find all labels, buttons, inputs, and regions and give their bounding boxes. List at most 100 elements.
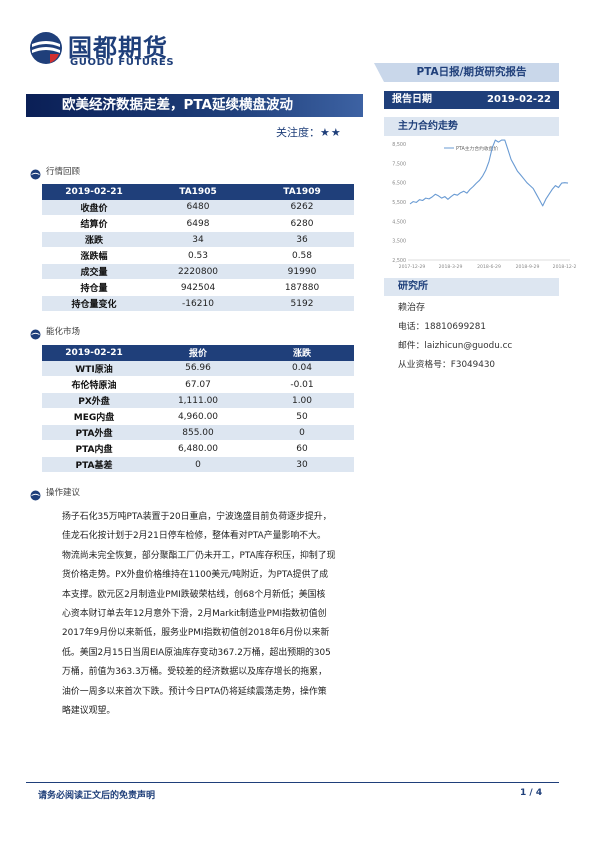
row-label: PTA外盘 (42, 424, 146, 441)
chem-header-change: 涨跌 (250, 345, 354, 361)
table-row: 收盘价 6480 6262 (42, 199, 354, 216)
x-tick-label: 2018-12-29 (553, 264, 576, 270)
y-tick-label: 7,500 (392, 161, 406, 167)
cell-value: 0 (250, 424, 354, 441)
table-row: 涨跌幅 0.53 0.58 (42, 247, 354, 264)
cell-value: 1.00 (250, 392, 354, 409)
cell-value: 67.07 (146, 376, 250, 393)
cell-value: 56.96 (146, 360, 250, 377)
advice-line: 货价格走势。PX外盘价格维持在1100美元/吨附近，为PTA提供了成 (62, 570, 329, 581)
cell-value: 34 (146, 231, 250, 248)
cell-value: -0.01 (250, 376, 354, 393)
row-label: 涨跌 (42, 231, 146, 248)
x-tick-label: 2018-3-29 (439, 264, 463, 270)
chem-header-price: 报价 (146, 345, 250, 361)
table-row: PTA外盘 855.00 0 (42, 424, 354, 441)
advice-line: 低。美国2月15日当周EIA原油库存变动367.2万桶，超出预期的305 (62, 647, 331, 658)
advice-line: 心资本财订单去年12月意外下滑，2月Markit制造业PMI指数初值创 (62, 609, 327, 620)
cell-value: 942504 (146, 279, 250, 296)
y-tick-label: 5,500 (392, 200, 406, 206)
analyst-name: 赖治存 (398, 303, 426, 313)
review-table-header: 2019-02-21 TA1905 TA1909 (42, 184, 354, 200)
y-tick-label: 4,500 (392, 219, 406, 225)
y-tick-label: 8,500 (392, 142, 406, 148)
section-chem-label: 能化市场 (46, 327, 81, 337)
cell-value: -16210 (146, 295, 250, 312)
table-row: 涨跌 34 36 (42, 231, 354, 248)
report-type-banner: PTA日报/期货研究报告 (374, 63, 559, 82)
table-row: PX外盘 1,111.00 1.00 (42, 392, 354, 409)
disclaimer-link[interactable]: 请务必阅读正文后的免责声明 (38, 791, 156, 801)
review-header-ta1905: TA1905 (146, 184, 250, 200)
row-label: WTI原油 (42, 360, 146, 377)
focus-stars-icon: ★★ (320, 126, 342, 139)
legend-label: PTA主力合约收盘价 (456, 145, 499, 152)
logo-chinese-name: 国都期货 (68, 34, 168, 62)
section-swirl-icon (30, 165, 41, 180)
report-title: 欧美经济数据走差，PTA延续横盘波动 (26, 94, 363, 117)
table-row: 结算价 6498 6280 (42, 215, 354, 232)
price-chart: 2,500 3,500 4,500 5,500 6,500 7,500 8,500 2017-… (384, 136, 579, 276)
advice-line: 扬子石化35万吨PTA装置于20日重启，宁波逸盛目前负荷逐步提升， (62, 512, 332, 522)
cell-value: 6,480.00 (146, 440, 250, 457)
section-swirl-icon (30, 486, 41, 501)
table-row: 持仓量变化 -16210 5192 (42, 295, 354, 312)
advice-text: 扬子石化35万吨PTA装置于20日重启，宁波逸盛目前负荷逐步提升， 佳龙石化按计… (62, 508, 357, 721)
footer-divider (26, 782, 559, 783)
cell-value: 5192 (250, 295, 354, 312)
x-tick-label: 2017-12-29 (399, 264, 426, 270)
review-header-date: 2019-02-21 (42, 184, 146, 200)
cell-value: 855.00 (146, 424, 250, 441)
page-number: 1 / 4 (520, 788, 543, 798)
row-label: MEG内盘 (42, 408, 146, 425)
section-review-label: 行情回顾 (46, 167, 81, 177)
cell-value: 6480 (146, 199, 250, 216)
advice-line: 佳龙石化按计划于2月21日停车检修，整体看对PTA产量影响不大。 (62, 531, 326, 542)
cell-value: 0.58 (250, 247, 354, 264)
chem-table-header: 2019-02-21 报价 涨跌 (42, 345, 354, 361)
cell-value: 4,960.00 (146, 408, 250, 425)
x-tick-label: 2018-9-29 (516, 264, 540, 270)
row-label: 成交量 (42, 263, 146, 280)
logo-english-name: GUODU FUTURES (70, 57, 175, 68)
cell-value: 187880 (250, 279, 354, 296)
table-row: PTA基差 0 30 (42, 456, 354, 473)
section-advice-label: 操作建议 (46, 488, 81, 498)
section-swirl-icon (30, 325, 41, 340)
cell-value: 0 (146, 456, 250, 473)
table-row: MEG内盘 4,960.00 50 (42, 408, 354, 425)
y-tick-label: 2,500 (392, 258, 406, 264)
report-date-label: 报告日期 (392, 94, 432, 105)
cell-value: 50 (250, 408, 354, 425)
table-row: WTI原油 56.96 0.04 (42, 360, 354, 377)
cell-value: 91990 (250, 263, 354, 280)
table-row: 持仓量 942504 187880 (42, 279, 354, 296)
cell-value: 60 (250, 440, 354, 457)
row-label: PTA基差 (42, 456, 146, 473)
cell-value: 2220800 (146, 263, 250, 280)
table-row: PTA内盘 6,480.00 60 (42, 440, 354, 457)
cell-value: 30 (250, 456, 354, 473)
focus-label: 关注度： (276, 126, 320, 139)
table-row: 成交量 2220800 91990 (42, 263, 354, 280)
row-label: 涨跌幅 (42, 247, 146, 264)
advice-line: 本支撑。欧元区2月制造业PMI跌破荣枯线，创68个月新低；美国核 (62, 589, 326, 600)
cell-value: 1,111.00 (146, 392, 250, 409)
analyst-phone: 电话：18810699281 (398, 322, 486, 332)
guodu-logo-icon (28, 30, 64, 66)
advice-line: 略建议观望。 (62, 706, 116, 717)
cell-value: 36 (250, 231, 354, 248)
y-tick-label: 6,500 (392, 181, 406, 187)
cell-value: 0.53 (146, 247, 250, 264)
advice-line: 万桶，前值为363.3万桶。受较差的经济数据以及库存增长的拖累， (62, 667, 328, 678)
row-label: 收盘价 (42, 199, 146, 216)
focus-rating: 关注度：★★ (276, 124, 342, 140)
row-label: 结算价 (42, 215, 146, 232)
chem-table: 2019-02-21 报价 涨跌 WTI原油 56.96 0.04 布伦特原油 67.… (42, 345, 354, 473)
row-label: 持仓量变化 (42, 295, 146, 312)
table-row: 布伦特原油 67.07 -0.01 (42, 376, 354, 393)
analyst-email[interactable]: 邮件：laizhicun@guodu.cc (398, 341, 513, 351)
row-label: 布伦特原油 (42, 376, 146, 393)
advice-line: 2017年9月份以来新低，服务业PMI指数初值创2018年6月份以来新 (62, 628, 330, 639)
chart-header: 主力合约走势 (384, 117, 559, 136)
